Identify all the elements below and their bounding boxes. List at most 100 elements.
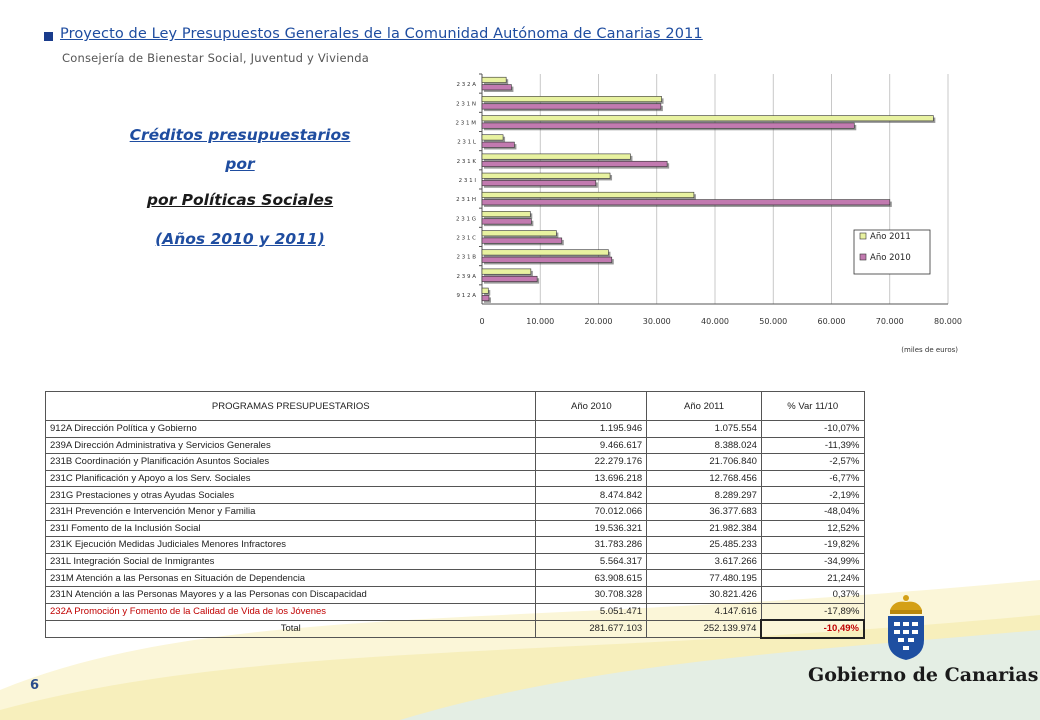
page-header-title[interactable]: Proyecto de Ley Presupuestos Generales d… <box>60 26 703 42</box>
total-label: Total <box>44 619 537 639</box>
cell-2010: 1.195.946 <box>535 420 648 438</box>
bar-2010 <box>481 141 515 148</box>
bar-2010 <box>481 275 538 282</box>
cell-var: -10,07% <box>760 420 865 438</box>
cell-program-name: 231N Atención a las Personas Mayores y a… <box>44 585 537 604</box>
chart-unit-note: (miles de euros) <box>901 346 958 354</box>
cell-program-name: 231H Prevención e Intervención Menor y F… <box>44 502 537 521</box>
cell-2011: 30.821.426 <box>646 585 762 604</box>
cell-program-name: 231K Ejecución Medidas Judiciales Menore… <box>44 536 537 554</box>
cell-program-name: 231L Integración Social de Inmigrantes <box>44 552 537 571</box>
bar-2010 <box>481 199 891 206</box>
table-row: 239A Dirección Administrativa y Servicio… <box>44 436 865 455</box>
table-row: 231B Coordinación y Planificación Asunto… <box>44 453 865 471</box>
cell-var: -34,99% <box>760 552 865 571</box>
cell-2010: 63.908.615 <box>535 569 648 587</box>
bar-2010 <box>481 218 532 225</box>
cell-2011: 36.377.683 <box>646 502 762 521</box>
cell-var: 21,24% <box>760 569 865 587</box>
chart-legend <box>853 229 931 275</box>
org-wordmark: Gobierno de Canarias <box>808 664 1039 686</box>
bar-2011 <box>481 287 489 294</box>
page-number: 6 <box>30 678 40 693</box>
table-row: 231I Fomento de la Inclusión Social 19.53… <box>44 519 865 538</box>
bar-2011 <box>481 268 532 275</box>
cell-program-name: 231C Planificación y Apoyo a los Serv. S… <box>44 469 537 488</box>
cell-2010: 8.474.842 <box>535 486 648 504</box>
legend-swatch <box>859 253 867 261</box>
cell-2010: 5.051.471 <box>535 602 648 621</box>
cell-program-name: 231I Fomento de la Inclusión Social <box>44 519 537 538</box>
bar-2011 <box>481 191 695 198</box>
cell-var: 12,52% <box>760 519 865 538</box>
x-tick-label: 60.000 <box>818 317 846 326</box>
cell-2010: 70.012.066 <box>535 502 648 521</box>
cell-program-name: 232A Promoción y Fomento de la Calidad d… <box>44 602 537 621</box>
bar-2011 <box>481 96 662 103</box>
col-header-2011: Año 2011 <box>646 391 762 421</box>
total-var: -10,49% <box>760 619 865 639</box>
x-tick-label: 10.000 <box>526 317 554 326</box>
bar-2010 <box>481 103 662 110</box>
cell-2011: 3.617.266 <box>646 552 762 571</box>
y-category-label: 2 3 9 A <box>456 274 476 280</box>
legend-label: Año 2010 <box>870 253 911 263</box>
budget-table: PROGRAMAS PRESUPUESTARIOS Año 2010 Año 2… <box>44 391 865 639</box>
y-category-label: 9 1 2 A <box>456 293 476 299</box>
bar-2010 <box>481 256 613 263</box>
x-tick-label: 0 <box>479 317 484 326</box>
bar-2011 <box>481 134 504 141</box>
table-total-row: Total 281.677.103 252.139.974 -10,49% <box>44 619 865 639</box>
bar-2010 <box>481 237 563 244</box>
cell-2010: 19.536.321 <box>535 519 648 538</box>
y-category-label: 2 3 1 I <box>459 178 477 184</box>
cell-var: -17,89% <box>760 602 865 621</box>
cell-var: -6,77% <box>760 469 865 488</box>
cell-2010: 9.466.617 <box>535 436 648 455</box>
side-title-line4: (Años 2010 y 2011) <box>155 230 325 248</box>
total-2011: 252.139.974 <box>646 619 762 639</box>
y-category-label: 2 3 1 H <box>456 197 476 203</box>
table-row: 231H Prevención e Intervención Menor y F… <box>44 502 865 521</box>
y-category-label: 2 3 1 N <box>456 101 476 107</box>
table-row: 231C Planificación y Apoyo a los Serv. S… <box>44 469 865 488</box>
y-category-label: 2 3 1 K <box>457 159 477 165</box>
col-header-var: % Var 11/10 <box>760 391 865 421</box>
legend-swatch <box>859 232 867 240</box>
x-tick-label: 50.000 <box>759 317 787 326</box>
bar-2011 <box>481 115 934 122</box>
legend-label: Año 2011 <box>870 232 911 242</box>
cell-2011: 21.982.384 <box>646 519 762 538</box>
bar-2011 <box>481 153 631 160</box>
side-title-line3: por Políticas Sociales <box>146 191 334 209</box>
cell-var: -2,57% <box>760 453 865 471</box>
cell-program-name: 231G Prestaciones y otras Ayudas Sociale… <box>44 486 537 504</box>
col-header-programs: PROGRAMAS PRESUPUESTARIOS <box>44 391 537 421</box>
side-title-line1: Créditos presupuestarios <box>129 126 351 144</box>
col-header-2010: Año 2010 <box>535 391 648 421</box>
y-category-label: 2 3 1 M <box>456 120 477 126</box>
cell-program-name: 912A Dirección Política y Gobierno <box>44 420 537 438</box>
bar-2011 <box>481 211 531 218</box>
cell-2011: 12.768.456 <box>646 469 762 488</box>
cell-2011: 8.289.297 <box>646 486 762 504</box>
side-title-line2: por <box>225 155 255 173</box>
coat-of-arms-logo <box>888 595 924 660</box>
y-category-label: 2 3 1 G <box>456 216 476 222</box>
page-header-subtitle: Consejería de Bienestar Social, Juventud… <box>62 51 369 65</box>
total-2010: 281.677.103 <box>535 619 648 639</box>
cell-2010: 5.564.317 <box>535 552 648 571</box>
table-row: 231L Integración Social de Inmigrantes 5.… <box>44 552 865 571</box>
y-category-label: 2 3 2 A <box>456 82 476 88</box>
cell-program-name: 239A Dirección Administrativa y Servicio… <box>44 436 537 455</box>
cell-var: -11,39% <box>760 436 865 455</box>
header-bullet-icon <box>44 32 53 41</box>
table-row: 232A Promoción y Fomento de la Calidad d… <box>44 602 865 621</box>
bar-2011 <box>481 76 507 83</box>
cell-2011: 21.706.840 <box>646 453 762 471</box>
x-tick-label: 30.000 <box>643 317 671 326</box>
y-category-label: 2 3 1 B <box>456 255 476 261</box>
bar-2011 <box>481 230 557 237</box>
cell-2010: 31.783.286 <box>535 536 648 554</box>
cell-var: -48,04% <box>760 502 865 521</box>
